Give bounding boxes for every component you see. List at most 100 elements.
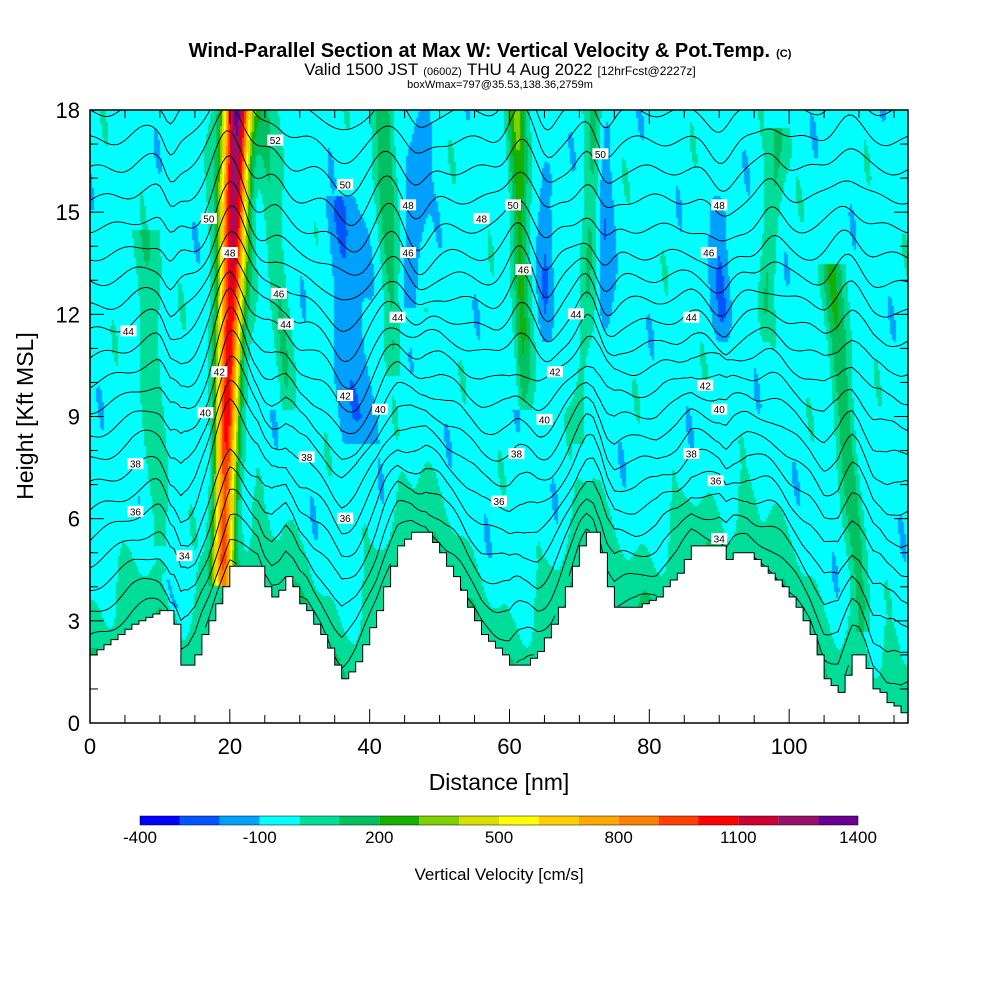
contour-label-box <box>389 311 406 323</box>
plot-area: 52 50 50 48 50 50 48 48 48 46 46 46 46 44 44 44 44 44 42 42… <box>89 109 909 724</box>
contour-label-box <box>515 264 532 276</box>
contour-label-box <box>697 379 714 391</box>
colorbar-swatch <box>459 816 499 825</box>
contour-label: 50 <box>592 148 609 161</box>
colorbar-labels: -400 -100 200 500 800 1100 1400 <box>123 828 877 847</box>
contour-label: 38 <box>508 447 525 460</box>
y-tick-labels: 0 3 6 9 12 15 18 <box>56 98 80 736</box>
contour-label: 36 <box>127 505 144 518</box>
contour-label: 50 <box>337 178 354 191</box>
contour-label-box <box>473 212 490 224</box>
y-tick-label: 9 <box>68 405 80 430</box>
y-tick-label: 0 <box>68 711 80 736</box>
contour-label-box <box>270 287 287 299</box>
isentrope-51 <box>90 110 908 197</box>
chart-title: Wind-Parallel Section at Max W: Vertical… <box>189 40 770 62</box>
contour-label-text: 46 <box>403 249 415 260</box>
contour-label: 34 <box>176 550 193 563</box>
contour-label-text: 52 <box>270 136 282 147</box>
contour-label-box <box>120 325 137 337</box>
x-axis-title: Distance [nm] <box>429 769 570 795</box>
copyright-mark: (C) <box>776 48 792 60</box>
colorbar-swatch <box>818 816 858 825</box>
colorbar: -400 -100 200 500 800 1100 1400 Vertical Veloc… <box>123 815 877 884</box>
contour-label-box <box>127 505 144 517</box>
isentrope-39 <box>90 379 908 516</box>
contour-label-box <box>176 550 193 562</box>
colorbar-swatch <box>179 816 220 825</box>
contour-label-text: 44 <box>570 310 582 321</box>
colorbar-swatch <box>698 816 739 825</box>
contour-label-text: 36 <box>130 507 142 518</box>
contour-label-text: 48 <box>224 249 236 260</box>
box-w-info: boxWmax=797@35.53,138.36,2759m <box>407 79 593 91</box>
contour-label-text: 48 <box>476 214 488 225</box>
contour-label-box <box>546 366 563 378</box>
isentrope-47 <box>90 205 908 301</box>
isentrope-52 <box>90 110 908 165</box>
contour-label-box <box>683 311 700 323</box>
contour-label-text: 36 <box>710 477 722 488</box>
contour-label-text: 42 <box>549 368 561 379</box>
contour-label-box <box>592 148 609 160</box>
contour-label-text: 46 <box>273 289 285 300</box>
contour-label-box <box>337 512 354 524</box>
x-tick-labels: 0 20 40 60 80 100 <box>84 734 808 759</box>
contour-label-text: 36 <box>340 514 352 525</box>
contour-label-text: 40 <box>714 405 726 416</box>
svg-text:Wind-Parallel Section at Max W: Wind-Parallel Section at Max W: Vertical… <box>189 40 792 62</box>
contour-label-box <box>711 199 728 211</box>
contour-label-box <box>707 475 724 487</box>
valid-utc: (0600Z) <box>423 66 462 78</box>
contour-label-box <box>372 403 389 415</box>
contour-label: 40 <box>536 413 553 426</box>
contour-label-box <box>508 447 525 459</box>
isentrope-49 <box>90 155 908 253</box>
isentrope-53 <box>90 110 894 133</box>
colorbar-swatch <box>499 816 539 825</box>
contour-label: 44 <box>683 311 700 324</box>
contour-label: 44 <box>277 318 294 331</box>
contour-label-text: 46 <box>703 249 715 260</box>
contour-label-box <box>298 451 315 463</box>
colorbar-swatch <box>618 816 659 825</box>
valid-date: THU 4 Aug 2022 <box>467 60 593 79</box>
y-tick-label: 3 <box>68 609 80 634</box>
contour-label-box <box>400 247 417 259</box>
isentrope-41 <box>90 330 908 460</box>
contour-label-box <box>127 458 144 470</box>
isentrope-36 <box>90 466 908 605</box>
colorbar-tick-label: 200 <box>365 828 393 847</box>
y-tick-label: 6 <box>68 507 80 532</box>
colorbar-swatch <box>578 816 619 825</box>
contour-label-text: 40 <box>539 415 551 426</box>
isentrope-50 <box>90 130 908 226</box>
colorbar-tick-label: -100 <box>243 828 277 847</box>
colorbar-swatch <box>538 816 579 825</box>
contour-label-box <box>504 199 521 211</box>
y-tick-label: 18 <box>56 98 80 123</box>
contour-label: 48 <box>473 212 490 225</box>
colorbar-swatch <box>738 816 779 825</box>
contour-label-text: 50 <box>340 180 352 191</box>
isentrope-37 <box>90 448 908 577</box>
contour-label: 44 <box>567 308 584 321</box>
contour-label-text: 38 <box>686 449 698 460</box>
contour-label-box <box>700 247 717 259</box>
contour-label-box <box>337 178 354 190</box>
contour-label: 34 <box>711 533 728 546</box>
isentrope-33 <box>90 528 908 686</box>
contour-label: 36 <box>707 475 724 488</box>
contour-label-text: 34 <box>714 535 726 546</box>
contour-label-box <box>711 403 728 415</box>
contour-label-text: 44 <box>280 320 292 331</box>
contour-label-box <box>267 134 284 146</box>
contour-label-text: 40 <box>375 405 387 416</box>
colorbar-frame <box>139 815 859 826</box>
colorbar-swatch <box>419 816 460 825</box>
contour-label: 36 <box>491 495 507 508</box>
isentrope-40 <box>90 355 908 486</box>
colorbar-tick-label: 1100 <box>720 828 757 847</box>
isentrope-46 <box>90 231 908 332</box>
